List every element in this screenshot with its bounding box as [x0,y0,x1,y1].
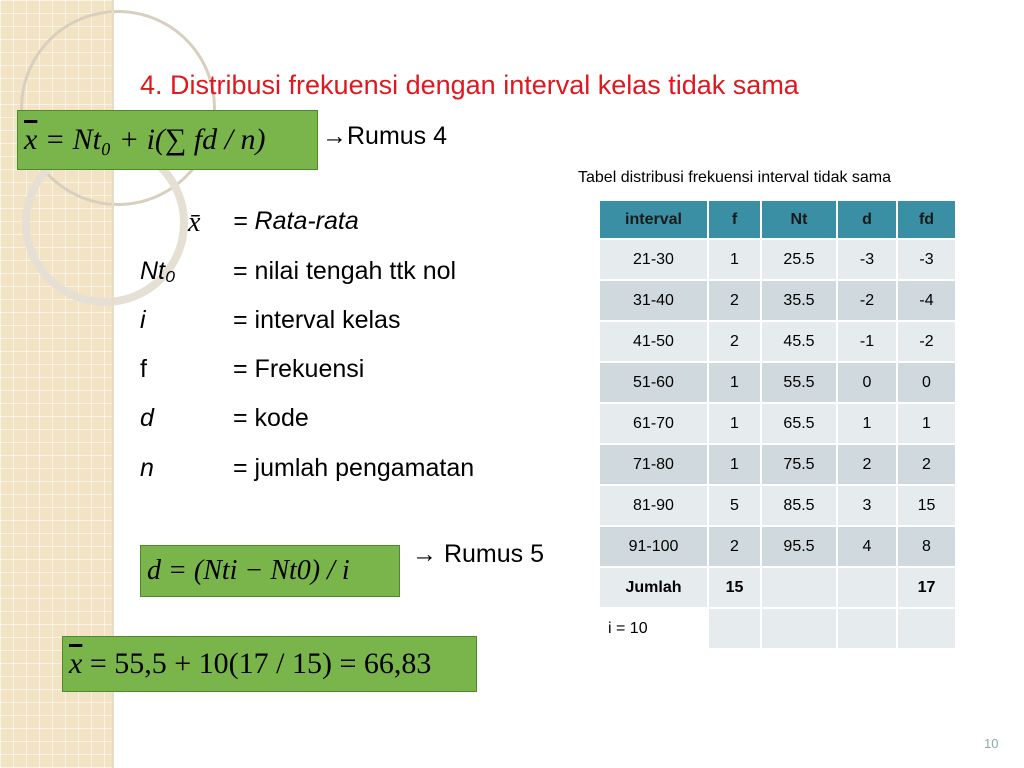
table-cell: 75.5 [760,443,838,486]
definition-text: = kode [233,404,309,432]
definition-symbol: f [140,355,147,383]
table-cell: 31-40 [598,279,709,322]
table-cell: 35.5 [760,279,838,322]
definition-text: = jumlah pengamatan [233,454,475,482]
table-cell: 1 [707,361,762,404]
divider [112,0,114,768]
definition-symbol: i [140,306,146,334]
table-header-row: interval f Nt d fd [598,199,957,240]
table-cell [760,607,838,650]
table-cell: -1 [836,320,898,363]
frequency-table: interval f Nt d fd 21-30 1 25.5 -3 -3 31-40 2 35.5-… [598,199,957,650]
table-cell: 95.5 [760,525,838,568]
formula-result: x = 55,5 + 10(17 / 15) = 66,83 [62,636,477,692]
table-cell: 45.5 [760,320,838,363]
definition-symbol: x̄ [188,207,201,238]
table-cell: -2 [836,279,898,322]
table-cell: 65.5 [760,402,838,445]
definition-text: = interval kelas [233,306,401,334]
xbar: x [69,647,83,680]
table-row: i = 10 [598,607,957,650]
table-cell: 0 [836,361,898,404]
table-cell: i = 10 [598,607,709,650]
table-cell: 15 [707,566,762,609]
table-cell: Jumlah [598,566,709,609]
column-header: interval [598,199,709,240]
table-cell: 2 [707,320,762,363]
table-cell: 2 [707,525,762,568]
table-cell: 1 [707,238,762,281]
table-row: 81-90 5 85.5 3 15 [598,484,957,527]
table-cell: -3 [896,238,957,281]
table-cell: 91-100 [598,525,709,568]
table-cell: 41-50 [598,320,709,363]
table-caption: Tabel distribusi frekuensi interval tida… [578,169,892,186]
table-cell: 55.5 [760,361,838,404]
definition-text: = nilai tengah ttk nol [233,257,457,285]
rumus-5-label: → Rumus 5 [412,540,544,568]
definition-row: x̄ = Rata-rata [140,207,359,239]
table-cell: 81-90 [598,484,709,527]
table-cell: 25.5 [760,238,838,281]
table-cell: 1 [836,402,898,445]
table-cell: 61-70 [598,402,709,445]
column-header: f [707,199,762,240]
table-row: Jumlah 15 17 [598,566,957,609]
table-cell: 17 [896,566,957,609]
definition-symbol: n [140,454,154,482]
formula-body: = Nt₀ + i(∑ fd / n) [44,123,266,156]
formula-mean: x = Nt₀ + i(∑ fd / n) [17,110,318,170]
table-cell: 1 [896,402,957,445]
table-cell: 85.5 [760,484,838,527]
table-cell: 8 [896,525,957,568]
rumus-4-label: →Rumus 4 [322,122,448,150]
table-cell: 0 [896,361,957,404]
table-cell: 71-80 [598,443,709,486]
table-cell: -4 [896,279,957,322]
table-cell: 1 [707,402,762,445]
table-row: 91-100 2 95.5 4 8 [598,525,957,568]
table-cell [707,607,762,650]
column-header: Nt [760,199,838,240]
table-cell: 51-60 [598,361,709,404]
column-header: d [836,199,898,240]
formula-body: = 55,5 + 10(17 / 15) = 66,83 [89,647,432,680]
table-cell: 21-30 [598,238,709,281]
definition-row: i = interval kelas [140,306,400,335]
column-header: fd [896,199,957,240]
table-cell: 5 [707,484,762,527]
table-cell: 3 [836,484,898,527]
table-row: 71-80 1 75.5 2 2 [598,443,957,486]
page-number: 10 [984,736,999,751]
table-cell [760,566,838,609]
table-cell: 2 [896,443,957,486]
table-cell: -3 [836,238,898,281]
table-cell [836,566,898,609]
definition-row: Nt₀ = nilai tengah ttk nol [140,257,456,286]
definition-symbol: Nt₀ [140,257,176,285]
table-row: 21-30 1 25.5 -3 -3 [598,238,957,281]
slide-title: 4. Distribusi frekuensi dengan interval … [140,70,799,100]
table-row: 61-70 1 65.5 1 1 [598,402,957,445]
definition-row: f = Frekuensi [140,355,364,384]
table-row: 41-50 2 45.5 -1 -2 [598,320,957,363]
definition-text: = Frekuensi [233,355,365,383]
definition-row: n = jumlah pengamatan [140,454,474,483]
table-cell: -2 [896,320,957,363]
table-cell: 2 [707,279,762,322]
definition-row: d = kode [140,404,309,433]
table-cell: 1 [707,443,762,486]
xbar: x [24,123,38,156]
table-cell: 2 [836,443,898,486]
table-cell [896,607,957,650]
table-cell: 4 [836,525,898,568]
formula-code: d = (Nti − Nt0) / i [140,545,400,597]
table-cell [836,607,898,650]
table-row: 51-60 1 55.5 0 0 [598,361,957,404]
definition-text: = Rata-rata [233,207,359,235]
table-cell: 15 [896,484,957,527]
table-row: 31-40 2 35.5 -2 -4 [598,279,957,322]
definition-symbol: d [140,404,154,432]
